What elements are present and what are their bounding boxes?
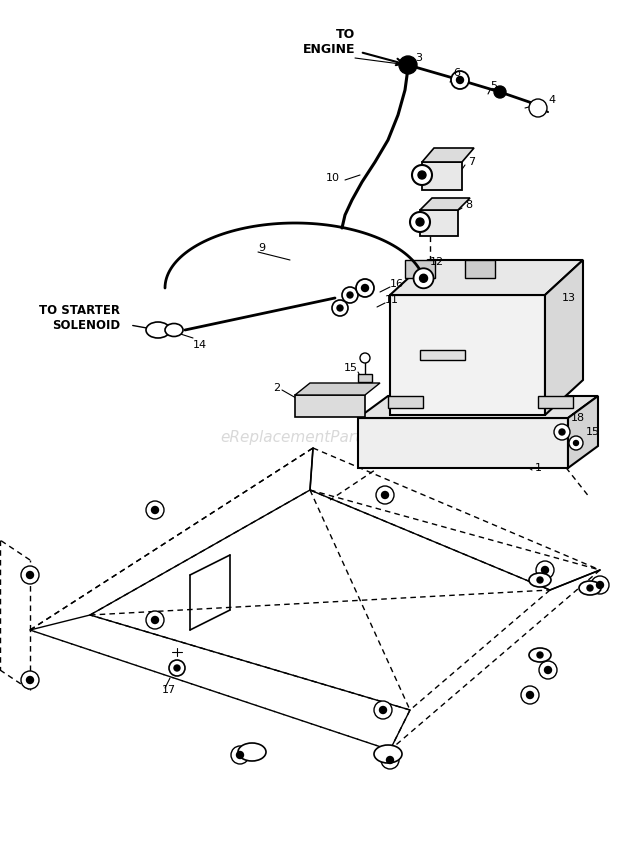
Text: 12: 12 bbox=[430, 257, 444, 267]
Circle shape bbox=[537, 577, 543, 583]
Polygon shape bbox=[295, 383, 380, 395]
Circle shape bbox=[554, 424, 570, 440]
Circle shape bbox=[542, 566, 549, 574]
Text: 15: 15 bbox=[344, 363, 358, 373]
Circle shape bbox=[236, 751, 243, 758]
Text: 2: 2 bbox=[273, 383, 280, 393]
Ellipse shape bbox=[374, 745, 402, 763]
Bar bbox=[388, 396, 423, 408]
Ellipse shape bbox=[529, 648, 551, 662]
Circle shape bbox=[347, 292, 353, 298]
Circle shape bbox=[587, 585, 593, 591]
Text: 4: 4 bbox=[548, 95, 555, 105]
Circle shape bbox=[360, 353, 370, 363]
Bar bbox=[422, 162, 462, 190]
Circle shape bbox=[537, 652, 543, 658]
Bar bbox=[390, 295, 545, 415]
Bar bbox=[420, 210, 458, 236]
Circle shape bbox=[231, 746, 249, 764]
Circle shape bbox=[569, 436, 583, 450]
Circle shape bbox=[386, 756, 394, 763]
Circle shape bbox=[539, 661, 557, 679]
Text: 13: 13 bbox=[562, 293, 576, 303]
Circle shape bbox=[362, 285, 369, 292]
Polygon shape bbox=[568, 396, 598, 468]
Text: TO
ENGINE: TO ENGINE bbox=[302, 28, 355, 56]
Ellipse shape bbox=[579, 581, 601, 595]
Circle shape bbox=[559, 429, 565, 435]
Circle shape bbox=[416, 218, 424, 226]
Polygon shape bbox=[358, 396, 598, 418]
Text: 3: 3 bbox=[415, 53, 422, 63]
Text: eReplacementParts.com: eReplacementParts.com bbox=[220, 430, 407, 445]
Text: 6: 6 bbox=[453, 68, 460, 78]
Circle shape bbox=[574, 440, 579, 445]
Circle shape bbox=[332, 300, 348, 316]
Text: 16: 16 bbox=[390, 279, 404, 289]
Bar bbox=[358, 418, 568, 468]
Circle shape bbox=[21, 671, 39, 689]
Polygon shape bbox=[545, 260, 583, 415]
Text: 7: 7 bbox=[468, 157, 475, 167]
Circle shape bbox=[451, 71, 469, 89]
Text: 10: 10 bbox=[326, 173, 340, 183]
Circle shape bbox=[381, 751, 399, 769]
Circle shape bbox=[152, 507, 159, 513]
Circle shape bbox=[381, 491, 389, 498]
Text: 5: 5 bbox=[490, 81, 497, 91]
Circle shape bbox=[379, 706, 386, 713]
Ellipse shape bbox=[165, 324, 183, 337]
Circle shape bbox=[169, 660, 185, 676]
Text: 15: 15 bbox=[586, 427, 600, 437]
Text: 1: 1 bbox=[535, 463, 542, 473]
Bar bbox=[405, 260, 435, 278]
Circle shape bbox=[527, 692, 534, 699]
Circle shape bbox=[174, 665, 180, 671]
Circle shape bbox=[374, 701, 392, 719]
Text: 18: 18 bbox=[571, 413, 585, 423]
Circle shape bbox=[26, 677, 33, 683]
Circle shape bbox=[146, 501, 164, 519]
Circle shape bbox=[544, 666, 552, 673]
Ellipse shape bbox=[238, 743, 266, 761]
Circle shape bbox=[26, 571, 33, 579]
Circle shape bbox=[410, 212, 430, 232]
Circle shape bbox=[342, 287, 358, 303]
Circle shape bbox=[412, 165, 432, 185]
Bar bbox=[420, 350, 465, 360]
Bar bbox=[295, 395, 365, 417]
Circle shape bbox=[419, 275, 428, 282]
Text: 8: 8 bbox=[465, 200, 472, 210]
Circle shape bbox=[418, 171, 426, 179]
Circle shape bbox=[146, 611, 164, 629]
Circle shape bbox=[494, 86, 506, 98]
Polygon shape bbox=[422, 148, 474, 162]
Circle shape bbox=[356, 279, 374, 297]
Ellipse shape bbox=[146, 322, 170, 338]
Circle shape bbox=[376, 486, 394, 504]
Polygon shape bbox=[420, 198, 470, 210]
Circle shape bbox=[596, 581, 604, 588]
Circle shape bbox=[21, 566, 39, 584]
Circle shape bbox=[399, 56, 417, 74]
Circle shape bbox=[591, 576, 609, 594]
Circle shape bbox=[521, 686, 539, 704]
Circle shape bbox=[529, 99, 547, 117]
Circle shape bbox=[456, 76, 463, 83]
Text: 17: 17 bbox=[162, 685, 176, 695]
Text: 9: 9 bbox=[258, 243, 265, 253]
Circle shape bbox=[152, 616, 159, 624]
Polygon shape bbox=[390, 260, 583, 295]
Bar bbox=[465, 260, 495, 278]
Circle shape bbox=[414, 269, 433, 288]
Text: 11: 11 bbox=[385, 295, 399, 305]
Circle shape bbox=[536, 561, 554, 579]
Bar bbox=[358, 374, 372, 382]
Ellipse shape bbox=[529, 573, 551, 587]
Bar bbox=[538, 396, 573, 408]
Circle shape bbox=[337, 305, 343, 311]
Text: TO STARTER
SOLENOID: TO STARTER SOLENOID bbox=[39, 304, 120, 332]
Text: 14: 14 bbox=[193, 340, 207, 350]
